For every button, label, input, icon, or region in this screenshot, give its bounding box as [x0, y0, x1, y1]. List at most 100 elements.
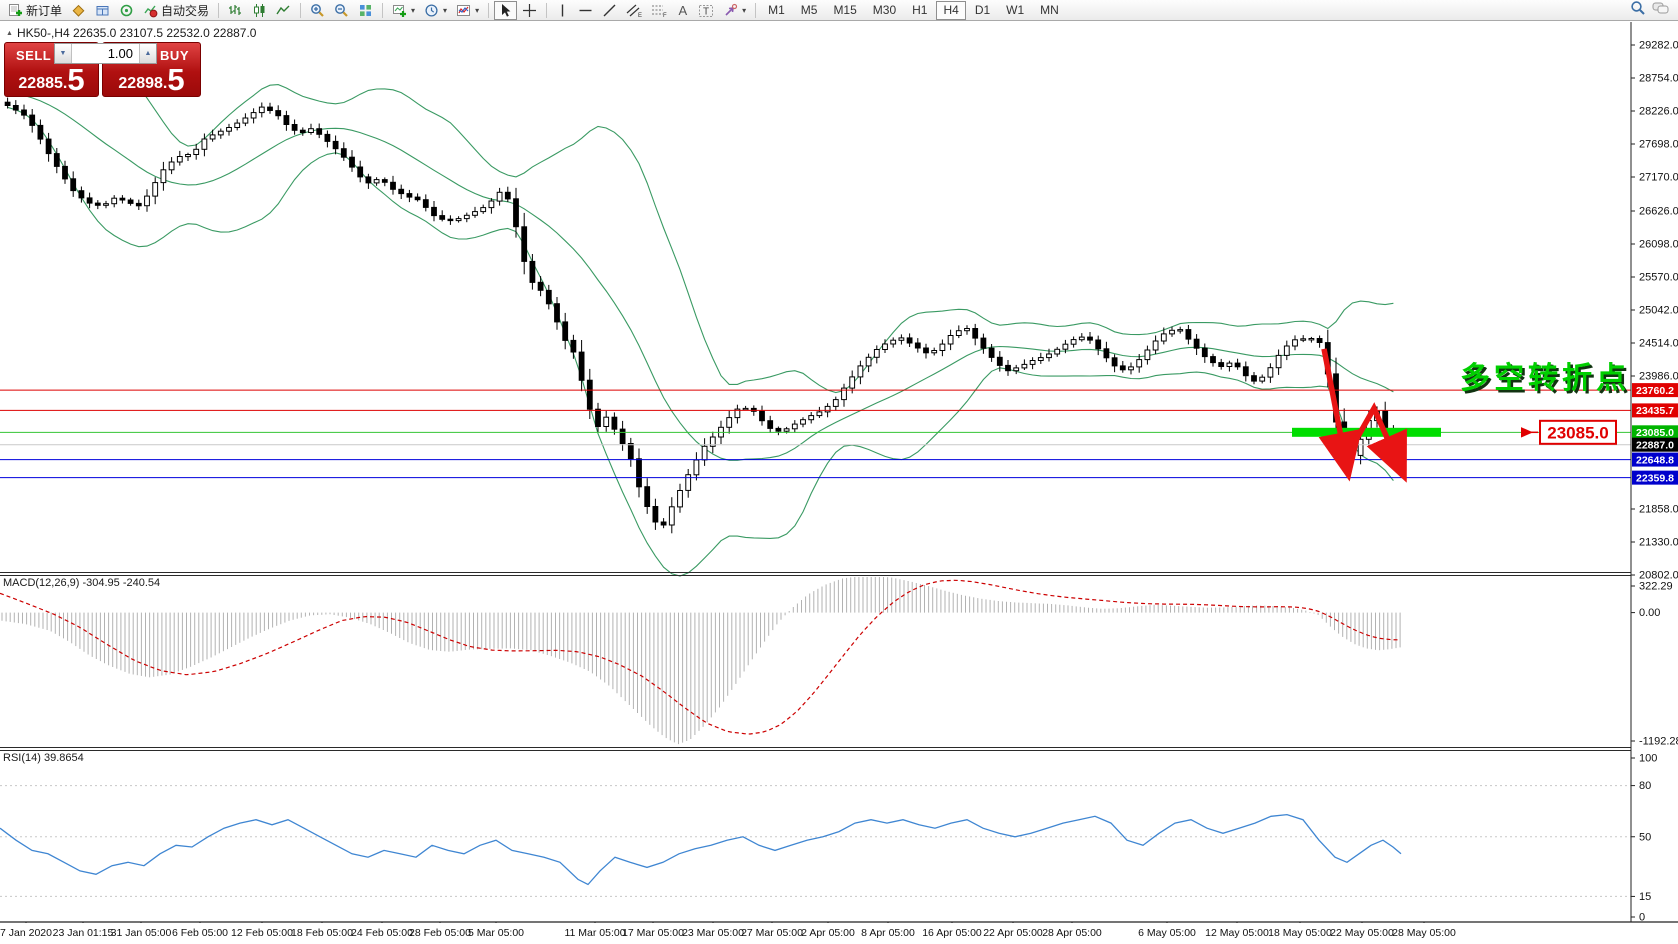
- time-axis-label: 27 Mar 05:00: [741, 927, 803, 939]
- autotrade-label: 自动交易: [161, 3, 210, 18]
- timeframe-w1[interactable]: W1: [999, 1, 1031, 20]
- chart-plot-area[interactable]: 29282.0 28754.0 28226.0 27698.0 27170.0 26626…: [0, 21, 1678, 944]
- svg-text:29282.0: 29282.0: [1639, 40, 1678, 52]
- bar-chart-button[interactable]: [224, 1, 247, 20]
- period-button[interactable]: ▾: [420, 1, 451, 20]
- svg-text:T: T: [703, 6, 709, 17]
- shapes-icon: [723, 3, 738, 18]
- text-icon: A: [676, 3, 689, 18]
- time-axis-label: 5 Mar 05:00: [467, 927, 525, 939]
- timeframe-m30[interactable]: M30: [866, 1, 903, 20]
- svg-text:26098.0: 26098.0: [1639, 239, 1678, 251]
- rsi-line: [0, 813, 1402, 886]
- volume-decrease-button[interactable]: ▼: [55, 44, 72, 63]
- svg-text:28226.0: 28226.0: [1639, 106, 1678, 118]
- zoom-in-button[interactable]: [306, 1, 329, 20]
- timeframe-m1[interactable]: M1: [761, 1, 792, 20]
- volume-input[interactable]: [72, 44, 139, 63]
- time-axis-label: 6 Feb 05:00: [171, 927, 229, 939]
- data-window-button[interactable]: [115, 1, 138, 20]
- time-axis-label: 11 Mar 05:00: [564, 927, 626, 939]
- svg-text:23986.0: 23986.0: [1639, 371, 1678, 383]
- horizontal-line-button[interactable]: [574, 1, 597, 20]
- svg-text:22359.8: 22359.8: [1636, 472, 1674, 484]
- clock-icon: [424, 3, 439, 18]
- charts-button[interactable]: [67, 1, 90, 20]
- trendline-icon: [602, 3, 617, 18]
- search-icon[interactable]: [1630, 0, 1646, 21]
- volume-increase-button[interactable]: ▲: [139, 44, 156, 63]
- chart-marker-icon: ▲: [6, 29, 13, 37]
- chart-title: ▲ HK50-,H4 22635.0 23107.5 22532.0 22887…: [6, 26, 256, 40]
- svg-text:322.29: 322.29: [1639, 581, 1673, 593]
- toolbar-right: [1630, 0, 1674, 21]
- time-axis-label: 12 Feb 05:00: [231, 927, 293, 939]
- candlestick-chart-button[interactable]: [248, 1, 271, 20]
- timeframe-h1[interactable]: H1: [905, 1, 934, 20]
- svg-text:23435.7: 23435.7: [1636, 405, 1674, 417]
- shapes-button[interactable]: ▾: [719, 1, 750, 20]
- cursor-button[interactable]: [494, 0, 518, 20]
- time-axis-label: 7 Jan 2020: [0, 927, 52, 939]
- svg-text:80: 80: [1639, 780, 1651, 792]
- time-axis-label: 28 May 05:00: [1392, 927, 1456, 939]
- new-chart-button[interactable]: ▾: [388, 1, 419, 20]
- bollinger-bands: [7, 52, 1394, 577]
- channel-button[interactable]: E: [622, 1, 646, 20]
- timeframe-h4[interactable]: H4: [936, 0, 966, 20]
- turning-point-annotation[interactable]: 多空转折点 多空转折点: [1460, 362, 1633, 398]
- fibonacci-icon: F: [651, 3, 667, 18]
- autotrade-button[interactable]: 自动交易: [139, 1, 213, 20]
- price-axis-group[interactable]: 29282.0 28754.0 28226.0 27698.0 27170.0 26626…: [1630, 22, 1678, 922]
- time-axis-label: 24 Feb 05:00: [351, 927, 413, 939]
- profiles-button[interactable]: [91, 1, 114, 20]
- tile-windows-icon: [358, 3, 373, 18]
- svg-text:25042.0: 25042.0: [1639, 305, 1678, 317]
- svg-text:0: 0: [1639, 912, 1645, 924]
- separators[interactable]: [0, 572, 1631, 751]
- tile-windows-button[interactable]: [354, 1, 377, 20]
- timeframe-d1[interactable]: D1: [968, 1, 997, 20]
- one-click-trading-panel: SELL 22885.5 BUY 22898.5 ▼ ▲: [4, 42, 201, 97]
- bar-chart-icon: [228, 3, 243, 18]
- line-chart-button[interactable]: [272, 1, 295, 20]
- svg-text:23085.0: 23085.0: [1636, 427, 1674, 439]
- time-axis[interactable]: 7 Jan 2020 23 Jan 01:15 31 Jan 05:00 6 Feb …: [0, 923, 1678, 944]
- timeframe-m5[interactable]: M5: [794, 1, 825, 20]
- new-order-icon: [8, 3, 23, 18]
- crosshair-button[interactable]: [518, 1, 541, 20]
- vertical-line-button[interactable]: [552, 1, 573, 20]
- zoom-in-icon: [310, 3, 325, 18]
- profiles-icon: [95, 3, 110, 18]
- time-axis-label: 2 Apr 05:00: [801, 927, 855, 939]
- trendline-button[interactable]: [598, 1, 621, 20]
- toolbar-separator: [300, 2, 302, 18]
- svg-text:28754.0: 28754.0: [1639, 73, 1678, 85]
- text-label-button[interactable]: T: [694, 1, 718, 20]
- timeframe-m15[interactable]: M15: [826, 1, 863, 20]
- annotations[interactable]: 23085.0: [1292, 348, 1617, 483]
- fibonacci-button[interactable]: F: [647, 1, 671, 20]
- indicators-button[interactable]: ▾: [452, 1, 483, 20]
- toolbar-separator: [382, 2, 384, 18]
- time-axis-label: 18 Feb 05:00: [291, 927, 353, 939]
- time-axis-label: 28 Apr 05:00: [1042, 927, 1102, 939]
- zoom-out-button[interactable]: [330, 1, 353, 20]
- rsi-levels: [0, 785, 1631, 897]
- new-chart-icon: [392, 3, 407, 18]
- svg-text:21858.0: 21858.0: [1639, 504, 1678, 516]
- timeframe-mn[interactable]: MN: [1033, 1, 1066, 20]
- time-axis-label: 8 Apr 05:00: [861, 927, 915, 939]
- chat-icon[interactable]: [1652, 0, 1670, 21]
- svg-text:23085.0: 23085.0: [1547, 423, 1608, 442]
- text-button[interactable]: A: [672, 1, 693, 20]
- toolbar-separator: [755, 2, 757, 18]
- turning-point-text-shadow: 多空转折点: [1463, 365, 1633, 398]
- buy-label: BUY: [160, 48, 189, 63]
- svg-text:26626.0: 26626.0: [1639, 206, 1678, 218]
- time-axis-label: 31 Jan 05:00: [110, 927, 172, 939]
- time-axis-label: 6 May 05:00: [1138, 927, 1196, 939]
- new-order-button[interactable]: 新订单: [4, 1, 66, 20]
- buy-price-sep: .: [162, 75, 168, 92]
- cursor-icon: [498, 3, 513, 18]
